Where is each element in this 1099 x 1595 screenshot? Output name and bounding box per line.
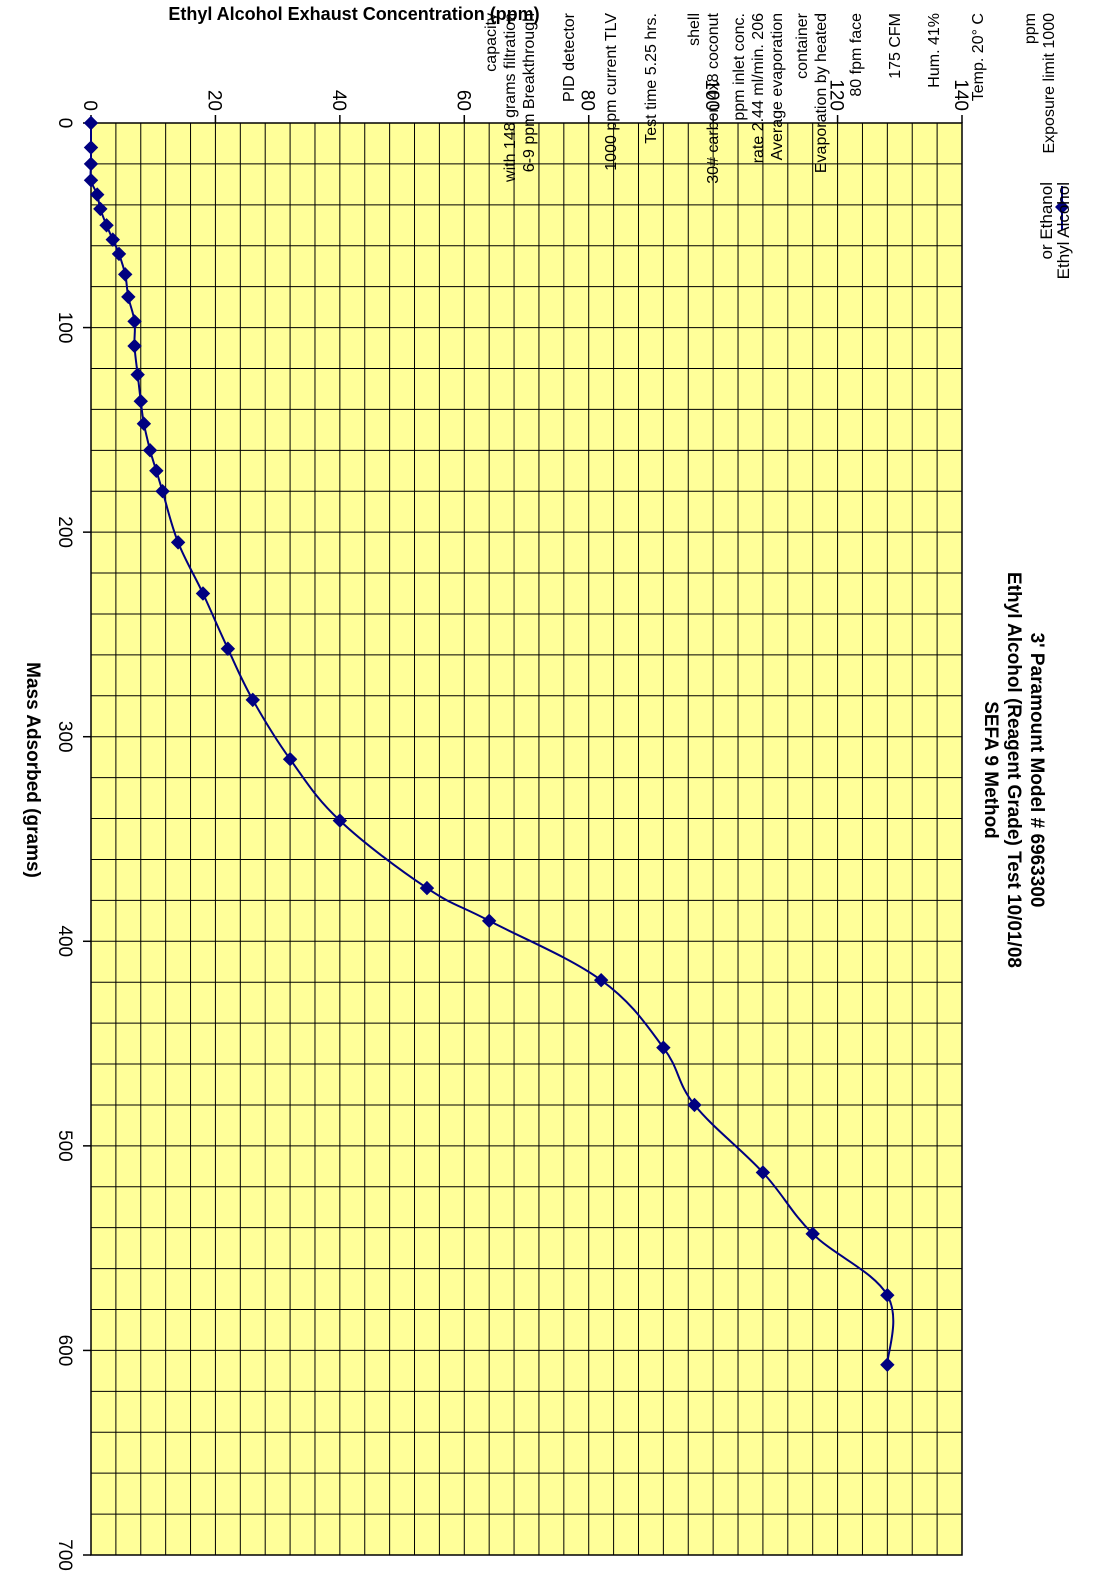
data-point [83, 140, 99, 155]
y-tick-label: 140 [950, 79, 971, 111]
legend-swatch-marker [1055, 200, 1069, 214]
data-point [593, 972, 609, 988]
data-point [142, 443, 158, 458]
data-point [93, 201, 108, 217]
x-tick-label: 200 [54, 516, 75, 548]
data-point [149, 463, 164, 478]
annotation-note-line: Hum. 41% [926, 13, 943, 88]
rotated-chart-frame: 0 100 200 300 400 500 600 700 0 20 40 60 80 100 120 14… [22, 4, 1047, 1571]
data-point [121, 289, 136, 305]
x-tick-label: 100 [54, 312, 75, 344]
y-axis-ticks: 0 20 40 60 80 100 120 140 [79, 79, 971, 123]
y-tick-label: 0 [79, 100, 100, 111]
data-point [170, 535, 186, 550]
data-point [155, 484, 170, 499]
data-point [133, 394, 148, 409]
annotation-note-line: PID detector [561, 12, 578, 102]
x-tick-label: 0 [54, 118, 75, 129]
grid-lines-horizontal [90, 123, 963, 1555]
annotation-note-line: capacity [483, 13, 500, 72]
data-point [687, 1097, 702, 1113]
annotation-note-line: 30# carbon 4x8 coconut [705, 12, 722, 183]
data-point [755, 1165, 771, 1180]
plot-area [91, 123, 962, 1555]
y-tick-label: 120 [826, 79, 847, 111]
annotation-note-line: ppm [1022, 13, 1039, 44]
x-axis-label: Mass Adsorbed (grams) [22, 662, 43, 878]
data-point [105, 232, 120, 247]
data-point [83, 115, 99, 131]
annotation-note-line: 175 CFM [887, 13, 904, 79]
series-markers [83, 115, 895, 1372]
legend-label: or Ethanol [1037, 182, 1056, 260]
grid-lines-vertical [91, 122, 962, 1556]
annotation-note-line: Average evaporation [769, 13, 786, 160]
data-point [880, 1357, 895, 1372]
data-point [136, 416, 152, 431]
data-point [195, 586, 211, 601]
annotation-note-line: container [794, 12, 811, 78]
data-point [90, 187, 105, 202]
chart-subtitle-2: SEFA 9 Method [980, 701, 1001, 839]
annotation-note-line: 80 fpm face [848, 13, 865, 97]
y-tick-label: 60 [452, 90, 473, 111]
data-point [83, 173, 99, 188]
data-point [880, 1287, 895, 1303]
chart-title: 3' Paramount Model # 6963300 [1026, 633, 1047, 908]
legend-label: Ethyl Alcohol [1054, 182, 1073, 279]
data-point [111, 246, 127, 262]
annotation-note-line: Test time 5.25 hrs. [643, 13, 660, 144]
y-tick-label: 20 [203, 90, 224, 111]
x-tick-label: 500 [54, 1130, 75, 1162]
annotation-note-line: 6-9 ppm Breakthrough [521, 13, 538, 172]
data-point [130, 367, 145, 382]
y-tick-label: 100 [701, 79, 722, 111]
x-axis-ticks: 0 100 200 300 400 500 600 700 [54, 118, 91, 1571]
annotation-note-line: ppm inlet conc. [731, 13, 748, 121]
data-point [282, 752, 298, 767]
annotation-note-line: rate 2.44 ml/min. 206 [750, 13, 767, 163]
x-tick-label: 300 [54, 721, 75, 753]
x-tick-label: 600 [54, 1335, 75, 1367]
annotation-note-line: shell [686, 13, 703, 46]
chart-subtitle-1: Ethyl Alcohol (Reagent Grade) Test 10/01… [1003, 572, 1024, 968]
annotation-note-line: 1000 ppm current TLV [603, 13, 620, 171]
data-point [127, 338, 142, 354]
data-point [332, 813, 348, 828]
annotation-note-line: with 148 grams filtration [502, 13, 519, 183]
data-point [805, 1226, 820, 1242]
y-tick-label: 80 [577, 90, 598, 111]
y-tick-label: 40 [328, 90, 349, 111]
x-tick-label: 700 [54, 1539, 75, 1571]
y-axis-label: Ethyl Alcohol Exhaust Concentration (ppm… [168, 4, 539, 24]
data-point [127, 314, 142, 329]
annotation-note-line: Temp. 20° C [970, 13, 987, 101]
data-point [220, 641, 236, 656]
annotation-note-line: Exposure limit 1000 [1041, 13, 1058, 154]
data-point [245, 692, 260, 708]
plot-border [90, 122, 963, 1556]
x-tick-label: 400 [54, 925, 75, 957]
data-point [656, 1040, 671, 1055]
data-point [83, 156, 99, 172]
data-point [99, 218, 114, 233]
data-point [481, 913, 497, 929]
data-point [419, 880, 435, 896]
annotation-note-line: Evaporation by heated [813, 13, 830, 173]
data-point [118, 267, 133, 282]
